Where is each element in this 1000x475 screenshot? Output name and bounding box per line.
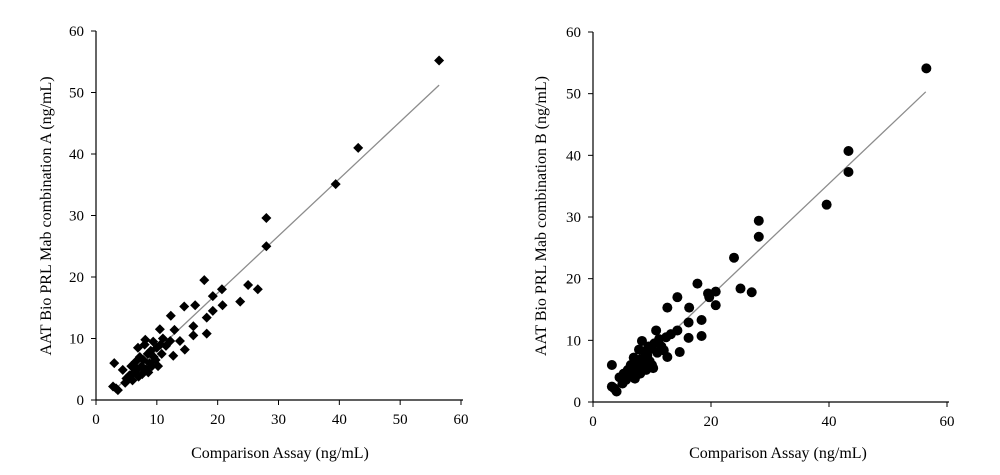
data-point: [753, 231, 764, 242]
x-tick-label: 0: [589, 414, 597, 430]
data-point: [201, 312, 212, 323]
data-point: [168, 350, 179, 361]
data-point: [216, 284, 227, 295]
data-point: [111, 383, 122, 394]
data-point: [201, 328, 212, 339]
x-tick-label: 50: [393, 412, 408, 428]
x-tick-label: 20: [704, 414, 719, 430]
x-axis-title: Comparison Assay (ng/mL): [191, 445, 369, 462]
data-point: [217, 300, 228, 311]
x-tick-label: 30: [271, 412, 286, 428]
y-tick-label: 40: [566, 148, 581, 164]
data-point: [683, 332, 694, 343]
data-point: [207, 305, 218, 316]
data-point: [843, 146, 854, 157]
data-point: [261, 212, 272, 223]
data-point: [252, 284, 263, 295]
data-point: [188, 321, 199, 332]
data-point: [704, 292, 715, 303]
data-point: [207, 291, 218, 302]
data-point: [199, 275, 210, 286]
data-point: [710, 300, 721, 311]
y-axis-title: AAT Bio PRL Mab combination A (ng/mL): [38, 76, 55, 355]
data-point: [729, 252, 740, 263]
data-point: [753, 215, 764, 226]
data-point: [606, 360, 617, 370]
chart-a: Comparison Assay (ng/mL) AAT Bio PRL Mab…: [38, 24, 469, 462]
chart-b: Comparison Assay (ng/mL) AAT Bio PRL Mab…: [533, 25, 955, 462]
x-tick-label: 60: [454, 412, 469, 428]
data-point: [109, 358, 120, 369]
data-point: [672, 325, 683, 336]
data-point: [662, 351, 673, 362]
data-point: [683, 317, 694, 328]
data-point: [921, 63, 932, 74]
data-point: [696, 331, 707, 342]
y-tick-label: 10: [566, 333, 581, 349]
data-point: [169, 324, 180, 335]
x-tick-label: 40: [332, 412, 347, 428]
y-tick-label: 60: [566, 25, 581, 41]
data-point: [121, 373, 132, 384]
data-point: [165, 310, 176, 321]
x-tick-label: 0: [92, 412, 100, 428]
x-axis-title: Comparison Assay (ng/mL): [689, 445, 867, 462]
data-point: [330, 179, 341, 190]
data-point: [746, 287, 757, 298]
y-tick-label: 20: [69, 270, 84, 286]
x-tick-label: 10: [149, 412, 164, 428]
data-point: [261, 241, 272, 252]
data-point: [662, 302, 673, 313]
data-point: [154, 324, 165, 335]
data-point: [651, 325, 662, 336]
y-tick-label: 0: [574, 395, 582, 411]
data-point: [434, 55, 445, 66]
data-point: [636, 335, 647, 346]
data-point: [243, 279, 254, 290]
data-point: [153, 361, 164, 372]
data-point: [353, 142, 364, 153]
x-tick-label: 60: [940, 414, 955, 430]
data-point: [696, 314, 707, 325]
data-point: [672, 292, 683, 303]
data-point: [235, 296, 246, 307]
data-point: [692, 278, 703, 289]
data-point: [648, 363, 659, 374]
data-point: [174, 335, 185, 346]
y-tick-label: 50: [566, 87, 581, 103]
data-point: [674, 347, 685, 358]
y-tick-label: 10: [69, 332, 84, 348]
y-tick-label: 30: [566, 210, 581, 226]
y-tick-label: 20: [566, 272, 581, 288]
data-point: [165, 335, 176, 346]
y-tick-label: 40: [69, 147, 84, 163]
data-point: [190, 300, 201, 311]
data-point: [188, 330, 199, 341]
y-tick-label: 50: [69, 86, 84, 102]
data-point: [156, 348, 167, 359]
data-point: [710, 286, 721, 297]
data-point: [821, 199, 832, 210]
y-tick-label: 0: [77, 393, 85, 409]
data-point: [179, 301, 190, 312]
data-point: [117, 364, 128, 375]
x-tick-label: 40: [822, 414, 837, 430]
data-point: [684, 302, 695, 313]
data-point: [735, 283, 746, 294]
data-point: [843, 166, 854, 177]
y-axis-title: AAT Bio PRL Mab combination B (ng/mL): [533, 76, 550, 356]
data-point: [140, 334, 151, 345]
y-tick-label: 60: [69, 24, 84, 40]
data-point: [179, 344, 190, 355]
x-tick-label: 20: [210, 412, 225, 428]
data-point: [609, 383, 620, 394]
y-tick-label: 30: [69, 209, 84, 225]
